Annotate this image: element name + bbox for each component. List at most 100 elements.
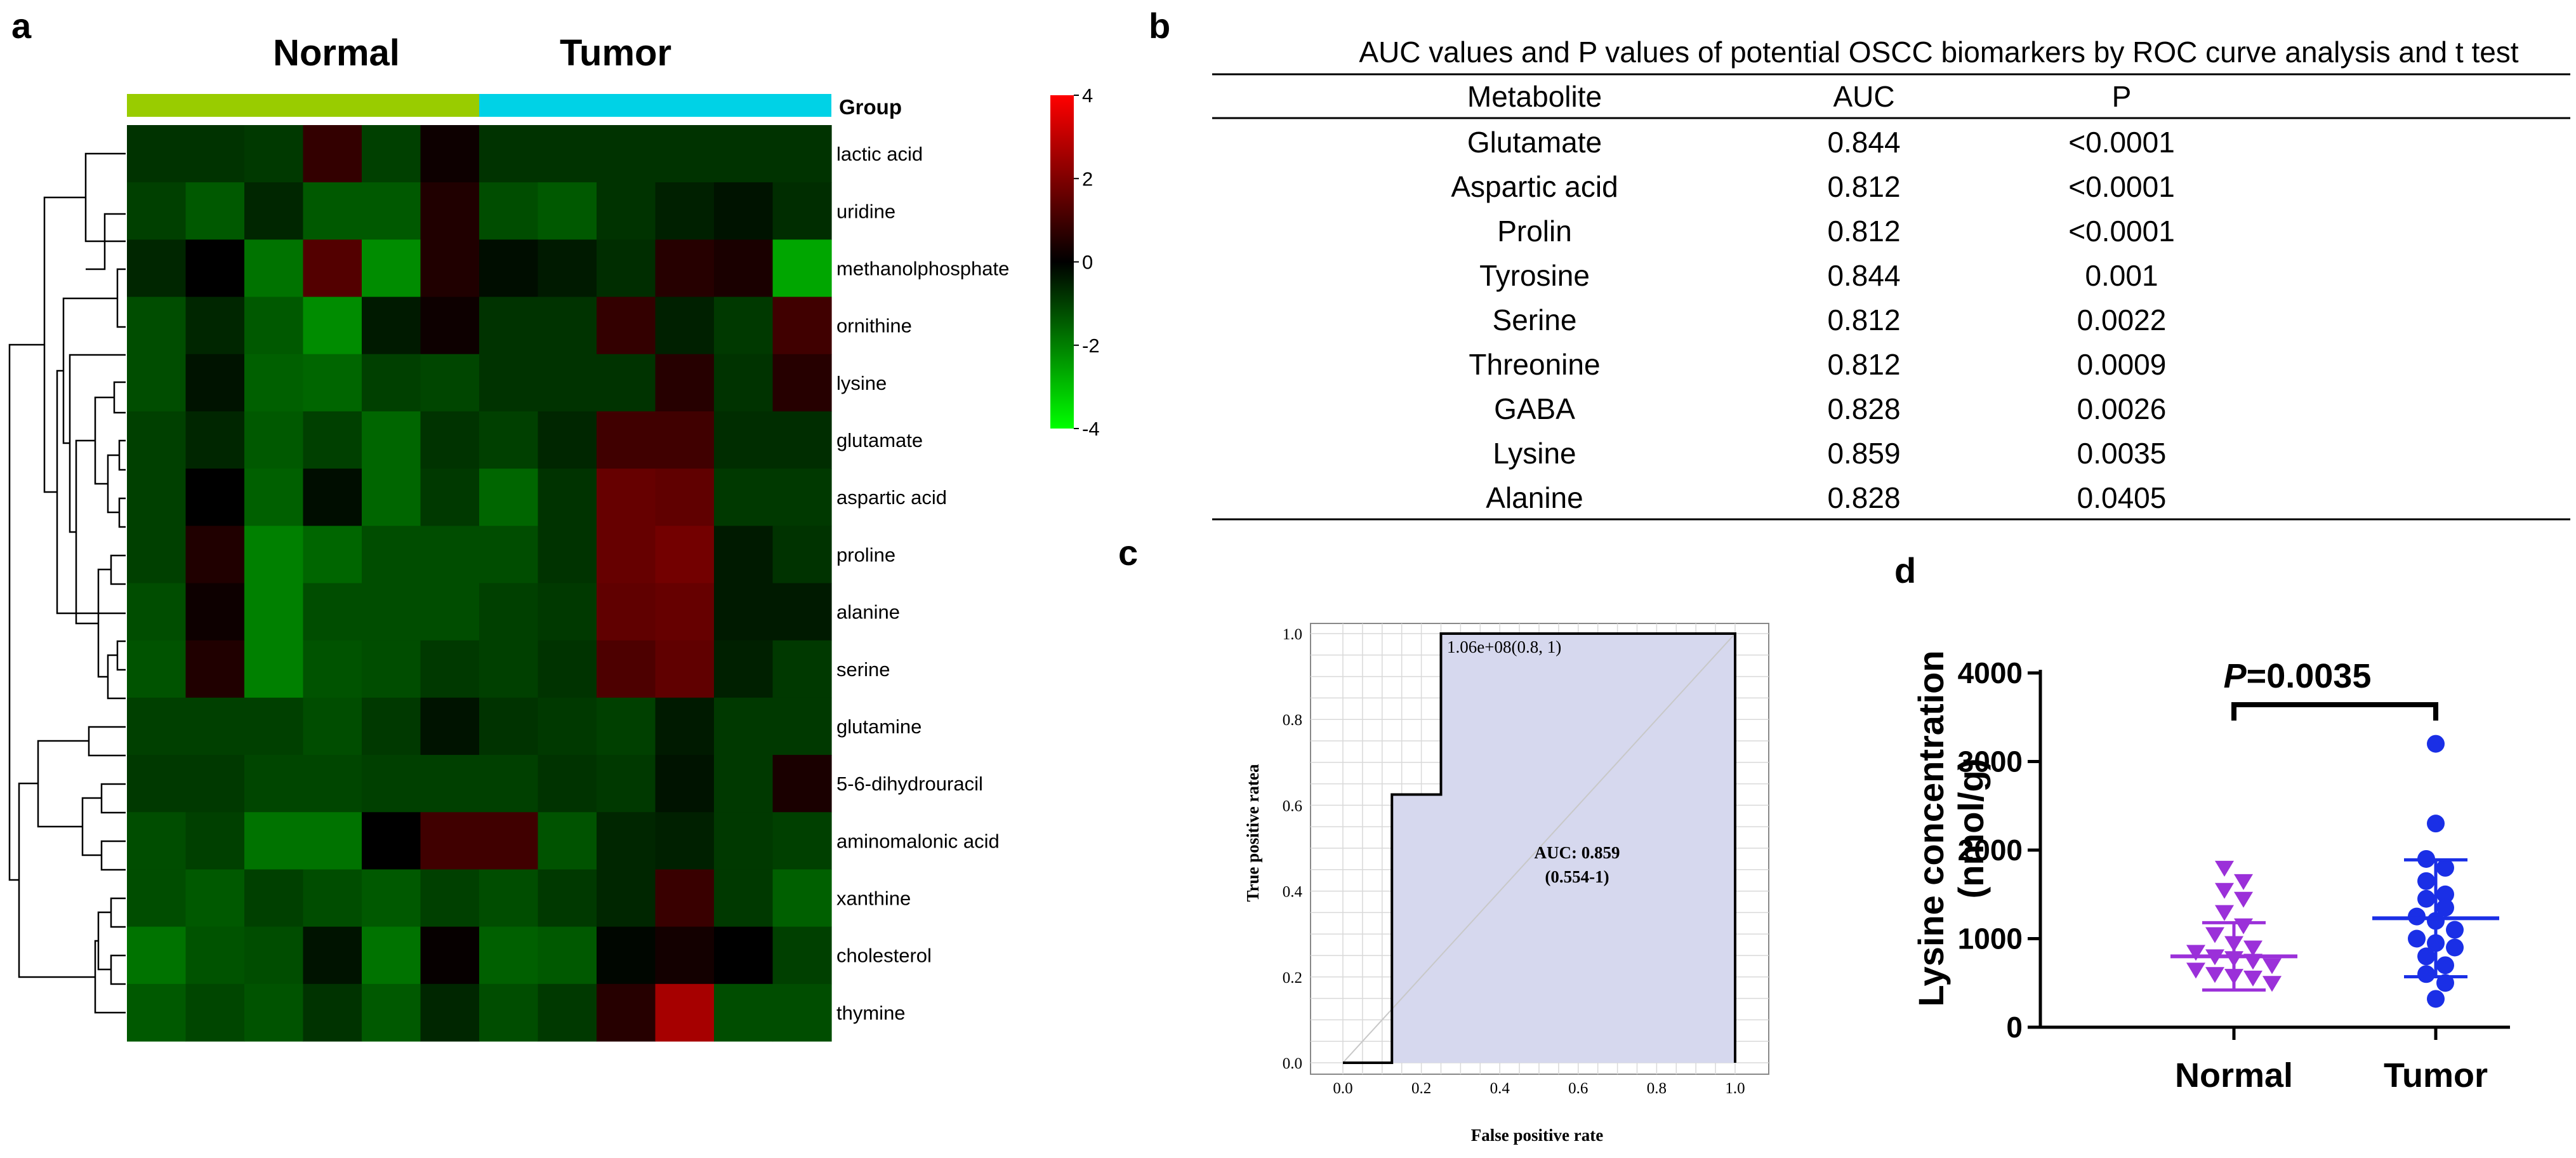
- heatmap-cell: [303, 182, 362, 240]
- heatmap-cell: [772, 755, 832, 813]
- panel-label-a: a: [11, 6, 32, 46]
- heatmap-cell: [538, 526, 597, 584]
- roc-y-tick-label: 0.8: [1283, 712, 1302, 729]
- table-row: Lysine 0.859 0.0035: [1493, 437, 2166, 470]
- heatmap-cell: [714, 640, 774, 698]
- heatmap-cell: [303, 469, 362, 526]
- heatmap-cell: [303, 411, 362, 469]
- heatmap-cell: [127, 983, 187, 1042]
- table-header: Metabolite AUC P: [1467, 80, 2131, 113]
- table-cell: 0.812: [1827, 215, 1900, 248]
- table-column-header: Metabolite: [1467, 80, 1602, 113]
- heatmap-cell: [538, 296, 597, 355]
- heatmap-cell: [127, 182, 187, 240]
- heatmap-cell: [362, 125, 421, 183]
- table-row: Tyrosine 0.844 0.001: [1479, 259, 2158, 292]
- heatmap-cell: [185, 239, 245, 298]
- heatmap-cell: [244, 125, 304, 183]
- color-scale-tick-label: -4: [1082, 418, 1100, 440]
- table-column-header: P: [2112, 80, 2132, 113]
- heatmap-cell: [538, 640, 597, 698]
- heatmap-cell: [655, 812, 715, 870]
- scatter-x-tick-label: Normal: [2175, 1056, 2293, 1095]
- heatmap-cell: [597, 812, 656, 870]
- table-cell: 0.812: [1827, 303, 1900, 336]
- table-cell: 0.001: [2085, 259, 2158, 292]
- heatmap-cell: [479, 583, 539, 641]
- heatmap-cell: [303, 354, 362, 412]
- heatmap-cell: [244, 983, 304, 1042]
- heatmap-cell: [538, 239, 597, 298]
- heatmap-cell: [303, 125, 362, 183]
- heatmap-cell: [772, 869, 832, 928]
- heatmap-cell: [538, 869, 597, 928]
- heatmap-cell: [362, 239, 421, 298]
- heatmap-cell: [538, 697, 597, 755]
- heatmap-cell: [303, 812, 362, 870]
- heatmap-cell: [362, 926, 421, 985]
- heatmap-cell: [127, 869, 187, 928]
- heatmap-cell: [420, 812, 480, 870]
- color-scale-bar: [1050, 95, 1074, 429]
- panel-d: d 0 1000 2000 3000 4000 Normal Tumor Lysine co…: [1894, 550, 2510, 1095]
- heatmap-cell: [479, 182, 539, 240]
- heatmap-cell: [127, 583, 187, 641]
- scatter-point-normal: [2234, 918, 2253, 935]
- heatmap-cell: [772, 239, 832, 298]
- scatter-plot: 0 1000 2000 3000 4000 Normal Tumor: [1958, 656, 2510, 1095]
- panel-label-d: d: [1894, 550, 1916, 590]
- heatmap-cell: [127, 812, 187, 870]
- heatmap-row-label: 5-6-dihydrouracil: [836, 773, 983, 795]
- heatmap-cell: [479, 526, 539, 584]
- heatmap-cell: [597, 640, 656, 698]
- heatmap-cell: [479, 239, 539, 298]
- heatmap-cell: [772, 182, 832, 240]
- heatmap-cell: [362, 755, 421, 813]
- scatter-point-tumor: [2427, 735, 2445, 753]
- scatter-point-normal: [2215, 882, 2234, 899]
- heatmap-cell: [655, 755, 715, 813]
- heatmap-cell: [655, 640, 715, 698]
- heatmap-cell: [185, 755, 245, 813]
- heatmap-cell: [362, 983, 421, 1042]
- heatmap-cell: [362, 469, 421, 526]
- roc-y-axis-label: True positive ratea: [1243, 764, 1262, 902]
- heatmap-cell: [538, 411, 597, 469]
- heatmap-cell: [244, 640, 304, 698]
- heatmap-cell: [655, 239, 715, 298]
- color-scale-tick-label: 4: [1082, 84, 1093, 107]
- heatmap-cell: [362, 812, 421, 870]
- roc-auc-label: AUC: 0.859: [1535, 843, 1620, 862]
- heatmap-cell: [714, 983, 774, 1042]
- table-cell: 0.0405: [2077, 481, 2167, 514]
- heatmap-cell: [127, 926, 187, 985]
- heatmap-cell: [655, 125, 715, 183]
- panel-label-b: b: [1149, 6, 1170, 46]
- heatmap-cell: [127, 469, 187, 526]
- heatmap-cell: [538, 926, 597, 985]
- heatmap-row-label: lysine: [836, 372, 887, 394]
- roc-y-tick-label: 0.6: [1283, 797, 1302, 815]
- heatmap-cell: [597, 239, 656, 298]
- heatmap-cell: [127, 697, 187, 755]
- heatmap-cell: [714, 125, 774, 183]
- scatter-point-tumor: [2446, 921, 2464, 939]
- scatter-point-tumor: [2436, 898, 2454, 917]
- heatmap-cell: [185, 125, 245, 183]
- heatmap-cell: [714, 354, 774, 412]
- heatmap-cell: [479, 125, 539, 183]
- heatmap-cell: [244, 182, 304, 240]
- heatmap-row-label: cholesterol: [836, 945, 932, 967]
- scatter-point-tumor: [2436, 885, 2454, 903]
- table-row: Prolin 0.812 <0.0001: [1497, 215, 2175, 248]
- table-row: Aspartic acid 0.812 <0.0001: [1451, 170, 2174, 203]
- scatter-y-tick-label: 2000: [1958, 834, 2023, 867]
- table-cell: 0.812: [1827, 348, 1900, 381]
- heatmap-cell: [772, 125, 832, 183]
- heatmap-cell: [538, 583, 597, 641]
- heatmap-cell: [714, 526, 774, 584]
- heatmap-cell: [714, 926, 774, 985]
- heatmap-cell: [597, 182, 656, 240]
- heatmap-cell: [420, 697, 480, 755]
- heatmap-cell: [772, 411, 832, 469]
